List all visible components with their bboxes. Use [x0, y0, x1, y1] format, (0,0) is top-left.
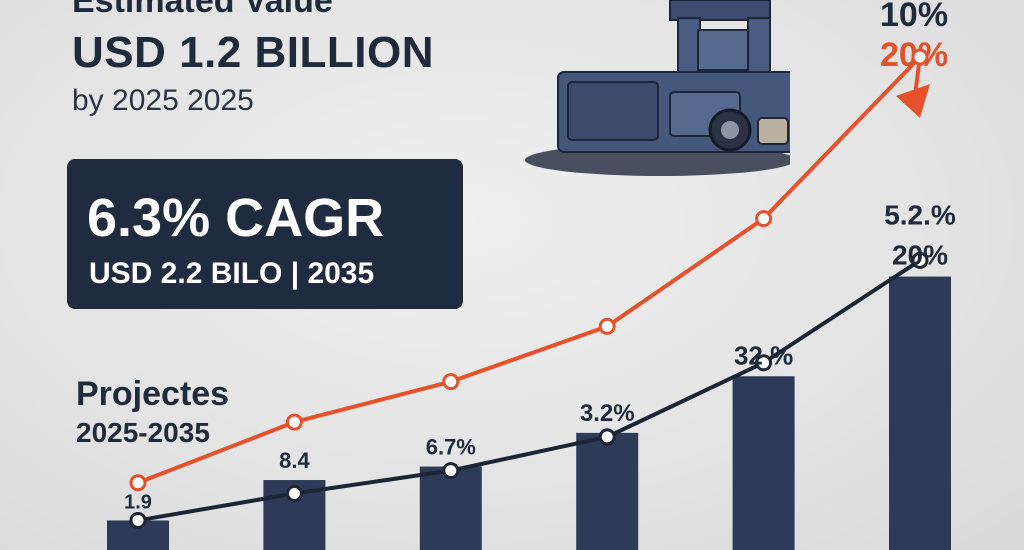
bar-label-1: 1.9: [124, 491, 152, 513]
projection-label: Projectes: [76, 375, 230, 413]
bar-label-4: 3.2%: [580, 400, 635, 427]
orange-point-2: [285, 413, 303, 431]
projection-years: 2025-2035: [76, 417, 210, 448]
estimated-value-label: Estimated Value: [72, 0, 333, 20]
orange-point-4: [598, 317, 616, 335]
dark-point-3: [442, 462, 460, 480]
arrow-up-icon: [896, 84, 930, 118]
bar-label-3: 6.7%: [426, 435, 476, 460]
orange-point-5: [755, 210, 773, 228]
orange-trend-line: [137, 51, 923, 485]
bar-4: [576, 432, 639, 550]
bar-label-2: 8.4: [279, 448, 310, 473]
cagr-box: 6.3% CAGR USD 2.2 BILO | 2035: [67, 159, 463, 309]
dark-point-4: [598, 428, 616, 446]
top-percent-label: 10%: [880, 0, 949, 34]
orange-point-3: [442, 373, 460, 391]
orange-point-6: [911, 48, 929, 66]
cagr-main-text: 6.3% CAGR: [87, 188, 385, 248]
bar-label-5: 32 %: [734, 340, 793, 370]
bar-label-6: 20%: [892, 240, 948, 271]
bar-5: [732, 376, 795, 550]
dark-trend-line: [137, 258, 922, 523]
orange-point-1: [129, 474, 147, 492]
dark-point-5: [755, 354, 773, 372]
headline-by-year: by 2025 2025: [72, 84, 254, 117]
bar-3: [419, 466, 482, 550]
dark-point-1: [129, 511, 147, 529]
bar-6: [889, 276, 951, 550]
bar-extra-label: 5.2.%: [884, 200, 956, 231]
dark-point-2: [285, 484, 303, 502]
headline-value: USD 1.2 BILLION: [72, 28, 434, 77]
dark-point-6: [911, 251, 929, 269]
machine-illustration: [525, 0, 790, 176]
cagr-sub-text: USD 2.2 BILO | 2035: [89, 257, 375, 290]
